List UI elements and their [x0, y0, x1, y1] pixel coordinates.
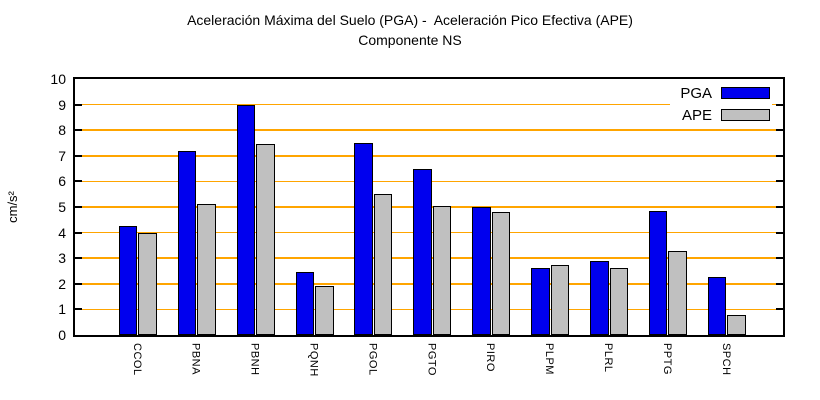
plot-area: PGA APE — [73, 77, 785, 337]
bar-pga-ccol — [118, 226, 138, 335]
tick-right-y2 — [776, 282, 783, 285]
tick-right-y6 — [776, 180, 783, 183]
tick-left-y2 — [75, 282, 82, 285]
bar-ape-pgto — [432, 205, 452, 335]
y-tick-label-5: 5 — [58, 199, 66, 215]
x-tick-label-pgto: PGTO — [425, 343, 438, 376]
bar-ape-pbnh — [256, 144, 275, 335]
tick-left-y3 — [75, 257, 82, 260]
legend-item-pga: PGA — [680, 84, 770, 102]
x-tick-label-piro: PIRO — [484, 343, 497, 372]
tick-left-y8 — [75, 129, 82, 132]
y-tick-label-10: 10 — [50, 71, 66, 87]
bar-ape-pgol — [373, 194, 393, 335]
y-tick-label-3: 3 — [58, 250, 66, 267]
gridline-y9 — [75, 103, 783, 106]
bar-ape-pbna — [197, 204, 216, 335]
x-tick-label-ccol: CCOL — [130, 343, 143, 376]
bar-pga-pgto — [413, 168, 432, 335]
y-tick-label-7: 7 — [58, 147, 66, 164]
bar-ape-spch — [727, 314, 746, 335]
tick-right-y7 — [776, 154, 783, 157]
tick-left-y4 — [75, 231, 82, 234]
y-tick-label-9: 9 — [58, 96, 66, 113]
tick-left-y9 — [75, 103, 82, 106]
y-tick-label-0: 0 — [58, 327, 66, 343]
legend-label-ape: APE — [681, 106, 712, 124]
tick-right-y5 — [776, 206, 783, 208]
x-tick-label-plrl: PLRL — [602, 343, 614, 373]
bar-ape-plpm — [550, 264, 570, 335]
tick-right-y8 — [776, 129, 783, 132]
tick-right-y1 — [776, 308, 783, 311]
y-tick-label-2: 2 — [58, 275, 66, 292]
x-tick-label-pbnh: PBNH — [248, 343, 261, 376]
x-tick-label-pptg: PPTG — [660, 343, 673, 375]
legend: PGA APE — [670, 81, 772, 127]
y-tick-label-4: 4 — [58, 224, 66, 241]
bar-pga-plrl — [590, 260, 609, 335]
bar-pga-pgol — [354, 143, 373, 335]
gridline-y8 — [75, 129, 783, 131]
y-axis-label: cm/s² — [5, 191, 20, 223]
x-tick-label-pbna: PBNA — [189, 343, 202, 375]
tick-right-y9 — [776, 103, 783, 106]
bar-ape-piro — [491, 212, 511, 335]
gridline-y7 — [75, 155, 783, 157]
x-tick-label-spch: SPCH — [719, 343, 732, 376]
y-tick-label-6: 6 — [58, 173, 66, 190]
tick-left-y7 — [75, 154, 82, 157]
bar-ape-ccol — [138, 232, 157, 335]
legend-item-ape: APE — [680, 106, 770, 124]
tick-right-y3 — [776, 257, 783, 260]
x-tick-label-pqnh: PQNH — [307, 343, 320, 377]
bar-pga-pbnh — [236, 104, 256, 335]
tick-left-y6 — [75, 180, 82, 183]
y-tick-label-1: 1 — [58, 301, 66, 318]
tick-left-y5 — [75, 206, 82, 208]
bar-ape-pptg — [668, 250, 687, 335]
tick-right-y4 — [776, 231, 783, 234]
bar-pga-spch — [707, 277, 727, 335]
chart-subtitle: Componente NS — [358, 32, 462, 48]
y-tick-label-8: 8 — [58, 122, 66, 139]
bar-pga-pqnh — [295, 272, 314, 335]
chart-title: Aceleración Máxima del Suelo (PGA) - Ace… — [187, 12, 633, 28]
bar-pga-pbna — [177, 150, 197, 335]
tick-left-y1 — [75, 308, 82, 311]
bar-pga-pptg — [648, 210, 668, 335]
bar-ape-plrl — [609, 268, 628, 335]
x-tick-label-pgol: PGOL — [366, 343, 379, 376]
bar-pga-piro — [472, 207, 491, 335]
legend-swatch-pga — [721, 87, 770, 99]
legend-swatch-ape — [721, 109, 770, 121]
bar-ape-pqnh — [315, 286, 334, 335]
legend-label-pga: PGA — [680, 84, 712, 102]
x-tick-label-plpm: PLPM — [543, 343, 556, 375]
bar-pga-plpm — [531, 268, 550, 335]
